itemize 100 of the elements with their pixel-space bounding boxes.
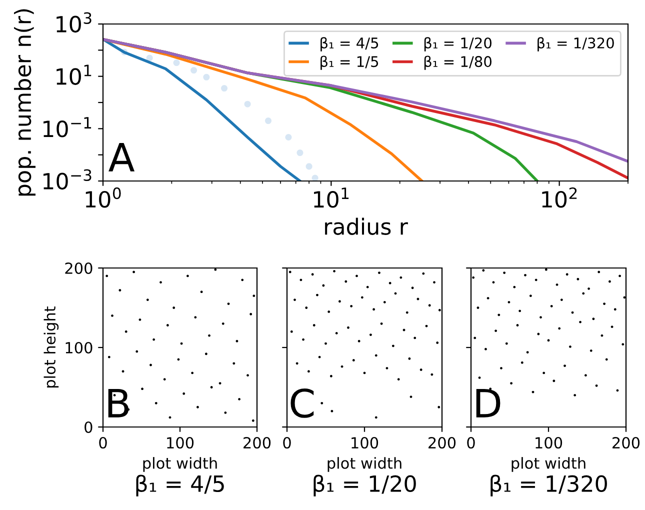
point — [358, 340, 360, 342]
x-tick-label: 100 — [536, 436, 562, 449]
point — [163, 378, 166, 381]
point — [372, 308, 376, 311]
x-tick-label: 100 — [352, 436, 378, 449]
x-axis-title: plot width — [143, 457, 217, 472]
legend-label: β₁ = 4/5 — [320, 37, 378, 52]
point — [534, 278, 538, 282]
point — [330, 374, 332, 378]
x-tick-label: 10$^{1}$ — [314, 188, 349, 208]
legend-label: β₁ = 1/5 — [320, 56, 378, 70]
point — [374, 354, 378, 357]
point — [154, 402, 158, 404]
point — [366, 286, 369, 288]
x-tick-label: 10$^{0}$ — [86, 187, 121, 208]
point — [605, 358, 608, 361]
point — [547, 339, 550, 342]
point — [520, 361, 524, 364]
point — [529, 294, 532, 298]
point — [474, 336, 476, 340]
y-tick-label: 10$^{−3}$ — [43, 169, 92, 190]
point — [360, 296, 364, 299]
point — [584, 374, 587, 377]
x-tick-label: 100 — [167, 436, 194, 449]
point — [200, 290, 203, 294]
point — [414, 336, 416, 340]
point — [320, 402, 324, 404]
point — [588, 287, 590, 290]
text: β₁ = 4/5 — [136, 474, 224, 496]
annotation: D — [476, 388, 500, 418]
point — [311, 273, 314, 276]
point — [422, 272, 425, 275]
point — [406, 311, 408, 314]
annotation: A — [108, 142, 135, 172]
point — [204, 352, 208, 356]
point — [296, 362, 298, 365]
point — [106, 274, 108, 278]
point — [386, 366, 388, 370]
point — [288, 270, 292, 274]
y-tick-label: 10$^{1}$ — [56, 64, 92, 85]
annotation: B — [108, 388, 128, 418]
point — [250, 312, 252, 316]
x-tick-label: 0 — [467, 436, 475, 449]
y-tick-label: 200 — [65, 262, 92, 274]
point — [614, 308, 616, 311]
point — [582, 292, 585, 295]
point — [574, 394, 576, 396]
point — [350, 304, 353, 308]
point — [392, 344, 394, 348]
point — [428, 304, 431, 307]
x-tick-label: 200 — [612, 436, 640, 449]
point — [214, 268, 217, 271]
y-tick-label: 10$^{−1}$ — [43, 117, 92, 138]
point — [307, 370, 310, 373]
point — [241, 278, 244, 282]
point — [498, 314, 500, 316]
point — [383, 300, 386, 304]
y-tick-label: 100 — [66, 342, 92, 354]
y-tick-label: 10$^{3}$ — [56, 12, 92, 33]
point — [380, 322, 383, 325]
point — [411, 286, 414, 290]
x-axis-title: plot width — [512, 457, 586, 472]
point — [494, 330, 498, 332]
point — [542, 372, 546, 374]
point — [438, 308, 441, 312]
point — [508, 300, 510, 304]
point — [438, 406, 440, 408]
point — [222, 322, 224, 325]
point — [252, 294, 256, 298]
annotation: C — [290, 388, 314, 418]
point — [152, 338, 156, 341]
point — [576, 278, 580, 280]
point — [544, 268, 548, 271]
point — [472, 276, 475, 279]
point — [388, 282, 392, 284]
y-axis-title: plot height — [44, 306, 59, 388]
point — [550, 304, 553, 308]
point — [344, 280, 348, 283]
legend-label: β₁ = 1/20 — [424, 37, 492, 52]
point — [558, 327, 561, 330]
point — [224, 411, 227, 414]
point — [482, 269, 485, 272]
point — [146, 298, 149, 302]
point — [182, 392, 186, 395]
legend-label: β₁ = 1/80 — [424, 56, 492, 70]
point — [338, 300, 341, 303]
x-axis-title: plot width — [328, 457, 402, 472]
point — [397, 378, 400, 381]
point — [518, 310, 522, 312]
y-axis-title: pop. number n(r) — [14, 9, 36, 196]
point — [124, 330, 128, 333]
x-tick-label: 10$^{2}$ — [542, 187, 577, 208]
point — [566, 273, 568, 276]
y-tick-label: 0 — [84, 421, 92, 434]
point — [618, 274, 622, 278]
point — [560, 298, 563, 302]
point — [592, 318, 595, 320]
point — [408, 357, 411, 360]
x-tick-label: 0 — [283, 436, 291, 449]
point — [191, 372, 194, 374]
